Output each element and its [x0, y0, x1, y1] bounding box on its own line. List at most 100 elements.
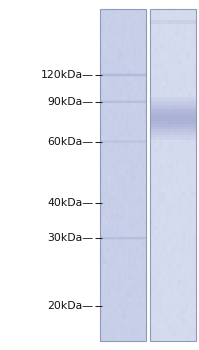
Bar [116, 208, 118, 214]
Bar [113, 92, 116, 97]
Bar [158, 325, 160, 330]
Bar [139, 291, 141, 297]
Bar [173, 120, 176, 125]
Bar [193, 36, 196, 42]
Bar [118, 203, 121, 208]
Bar [163, 42, 166, 48]
Bar [103, 164, 106, 169]
Bar [103, 314, 106, 319]
Bar [150, 99, 196, 102]
Bar [111, 136, 113, 142]
Bar [116, 42, 118, 48]
Bar [106, 319, 108, 325]
Bar [126, 186, 129, 192]
Bar [150, 135, 196, 138]
Bar [188, 120, 191, 125]
Bar [113, 58, 116, 64]
Bar [100, 175, 103, 181]
Bar [106, 175, 108, 181]
Bar [171, 75, 173, 81]
Bar [178, 92, 181, 97]
Bar [123, 164, 126, 169]
Bar [111, 103, 113, 108]
Bar [153, 269, 155, 275]
Bar [131, 214, 134, 219]
Bar [193, 75, 196, 81]
Bar [116, 92, 118, 97]
Bar [181, 236, 183, 241]
Bar [131, 120, 134, 125]
Bar [136, 175, 139, 181]
Bar [134, 31, 136, 36]
Bar [160, 247, 163, 253]
Bar [193, 86, 196, 92]
Bar [106, 14, 108, 20]
Bar [150, 92, 153, 97]
Bar [141, 75, 144, 81]
Bar [168, 114, 171, 120]
Bar [113, 214, 116, 219]
Bar [126, 330, 129, 336]
Bar [131, 58, 134, 64]
Bar [193, 236, 196, 241]
Bar [188, 103, 191, 108]
Bar [134, 230, 136, 236]
Bar [141, 169, 144, 175]
Bar [141, 120, 144, 125]
Bar [173, 197, 176, 203]
Bar [106, 253, 108, 258]
Bar [186, 48, 188, 53]
Bar [134, 158, 136, 164]
Bar [126, 81, 129, 86]
Bar [113, 142, 116, 147]
Bar [129, 125, 131, 131]
Bar [155, 175, 158, 181]
Bar [103, 153, 106, 158]
Bar [186, 219, 188, 225]
Bar [103, 81, 106, 86]
Bar [126, 42, 129, 48]
Bar [121, 269, 123, 275]
Bar [126, 203, 129, 208]
Bar [126, 158, 129, 164]
Bar [168, 181, 171, 186]
Bar [173, 247, 176, 253]
Bar [160, 302, 163, 308]
Bar [186, 197, 188, 203]
Bar [150, 336, 153, 341]
Bar [139, 330, 141, 336]
Bar [193, 64, 196, 70]
Bar [183, 181, 186, 186]
Bar [113, 186, 116, 192]
Bar [181, 269, 183, 275]
Bar [155, 253, 158, 258]
Bar [136, 253, 139, 258]
Bar [153, 48, 155, 53]
Bar [129, 169, 131, 175]
Bar [139, 26, 141, 31]
Bar [108, 258, 111, 264]
Bar [108, 291, 111, 297]
Bar [111, 75, 113, 81]
Bar [181, 302, 183, 308]
Bar [168, 147, 171, 153]
Bar [173, 9, 176, 14]
Bar [153, 14, 155, 20]
Bar [131, 131, 134, 136]
Bar [103, 158, 106, 164]
Bar [188, 20, 191, 26]
Bar [188, 230, 191, 236]
Bar [134, 20, 136, 26]
Bar [111, 36, 113, 42]
Bar [158, 86, 160, 92]
Bar [144, 291, 146, 297]
Bar [163, 181, 166, 186]
Bar [116, 58, 118, 64]
Bar [168, 158, 171, 164]
Bar [108, 308, 111, 314]
Bar [171, 58, 173, 64]
Bar [155, 308, 158, 314]
Bar [168, 314, 171, 319]
Bar [186, 120, 188, 125]
Bar [116, 120, 118, 125]
